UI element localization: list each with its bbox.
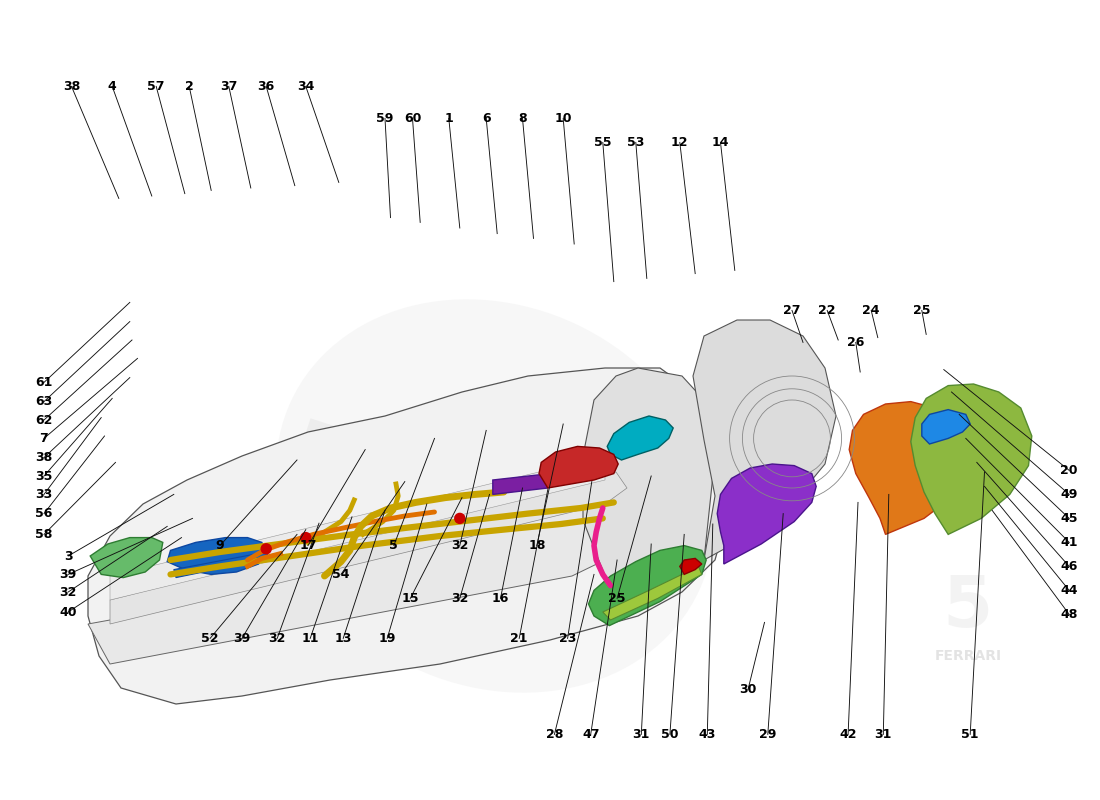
Text: 6: 6 xyxy=(482,112,491,125)
Text: 24: 24 xyxy=(862,304,880,317)
Polygon shape xyxy=(110,456,605,600)
Text: 42: 42 xyxy=(839,728,857,741)
Text: 36: 36 xyxy=(257,80,275,93)
Text: 29: 29 xyxy=(759,728,777,741)
Text: 59: 59 xyxy=(376,112,394,125)
Text: 3: 3 xyxy=(64,550,73,562)
Text: 61: 61 xyxy=(35,376,53,389)
Text: 33: 33 xyxy=(35,488,53,501)
Polygon shape xyxy=(603,566,702,620)
Text: 12: 12 xyxy=(671,136,689,149)
Polygon shape xyxy=(493,474,552,494)
Text: 8: 8 xyxy=(518,112,527,125)
Text: 48: 48 xyxy=(1060,608,1078,621)
Text: 56: 56 xyxy=(35,507,53,520)
Text: 22: 22 xyxy=(818,304,836,317)
Text: 50: 50 xyxy=(661,728,679,741)
Text: 45: 45 xyxy=(1060,512,1078,525)
Text: 2: 2 xyxy=(185,80,194,93)
Text: 46: 46 xyxy=(1060,560,1078,573)
Text: 11: 11 xyxy=(301,632,319,645)
Text: 5: 5 xyxy=(943,574,993,642)
Polygon shape xyxy=(680,558,702,574)
Polygon shape xyxy=(717,464,816,564)
Text: 19: 19 xyxy=(378,632,396,645)
Text: 49: 49 xyxy=(1060,488,1078,501)
Text: 62: 62 xyxy=(35,414,53,426)
Text: 63: 63 xyxy=(35,395,53,408)
Polygon shape xyxy=(88,368,726,704)
Text: 31: 31 xyxy=(632,728,650,741)
Text: 25: 25 xyxy=(913,304,931,317)
Circle shape xyxy=(454,514,465,523)
Polygon shape xyxy=(90,538,163,578)
Circle shape xyxy=(300,533,311,542)
Text: 25: 25 xyxy=(608,592,626,605)
Polygon shape xyxy=(167,538,266,574)
Text: 4: 4 xyxy=(108,80,117,93)
Text: 32: 32 xyxy=(451,592,469,605)
Polygon shape xyxy=(588,546,706,626)
Polygon shape xyxy=(583,368,715,616)
Text: 58: 58 xyxy=(35,528,53,541)
Text: 40: 40 xyxy=(59,606,77,618)
Text: 32: 32 xyxy=(268,632,286,645)
Polygon shape xyxy=(693,320,836,560)
Text: 44: 44 xyxy=(1060,584,1078,597)
Text: 34: 34 xyxy=(297,80,315,93)
Text: 47: 47 xyxy=(582,728,600,741)
Text: 7: 7 xyxy=(40,432,48,445)
Ellipse shape xyxy=(276,299,714,693)
Text: 53: 53 xyxy=(627,136,645,149)
Text: 15: 15 xyxy=(402,592,419,605)
Text: 57: 57 xyxy=(147,80,165,93)
Text: 16: 16 xyxy=(492,592,509,605)
Text: 26: 26 xyxy=(847,336,865,349)
Polygon shape xyxy=(849,402,966,534)
Text: 43: 43 xyxy=(698,728,716,741)
Text: 39: 39 xyxy=(59,568,77,581)
Text: 17: 17 xyxy=(299,539,317,552)
Text: FERRARI: FERRARI xyxy=(289,416,547,544)
Polygon shape xyxy=(174,552,270,578)
Text: 55: 55 xyxy=(594,136,612,149)
Text: 1: 1 xyxy=(444,112,453,125)
Text: 51: 51 xyxy=(961,728,979,741)
Text: 32: 32 xyxy=(59,586,77,598)
Text: 27: 27 xyxy=(783,304,801,317)
Polygon shape xyxy=(607,416,673,460)
Text: 30: 30 xyxy=(739,683,757,696)
Text: 39: 39 xyxy=(233,632,251,645)
Text: 35: 35 xyxy=(35,470,53,482)
Text: 28: 28 xyxy=(546,728,563,741)
Text: 54: 54 xyxy=(332,568,350,581)
Text: 21: 21 xyxy=(510,632,528,645)
Text: 38: 38 xyxy=(35,451,53,464)
Text: 5: 5 xyxy=(389,539,398,552)
Text: 13: 13 xyxy=(334,632,352,645)
Circle shape xyxy=(261,544,272,554)
Text: FERRARI: FERRARI xyxy=(934,649,1002,663)
Text: 52: 52 xyxy=(201,632,219,645)
Text: 20: 20 xyxy=(1060,464,1078,477)
Text: 37: 37 xyxy=(220,80,238,93)
Text: 10: 10 xyxy=(554,112,572,125)
Text: 41: 41 xyxy=(1060,536,1078,549)
Text: 31: 31 xyxy=(874,728,892,741)
Text: 14: 14 xyxy=(712,136,729,149)
Text: 38: 38 xyxy=(63,80,80,93)
Text: 18: 18 xyxy=(528,539,546,552)
Text: 9: 9 xyxy=(216,539,224,552)
Polygon shape xyxy=(110,472,627,624)
Polygon shape xyxy=(922,410,970,444)
Polygon shape xyxy=(539,446,618,488)
Text: 60: 60 xyxy=(404,112,421,125)
Polygon shape xyxy=(88,480,660,664)
Text: 23: 23 xyxy=(559,632,576,645)
Polygon shape xyxy=(911,384,1032,534)
Text: 32: 32 xyxy=(451,539,469,552)
